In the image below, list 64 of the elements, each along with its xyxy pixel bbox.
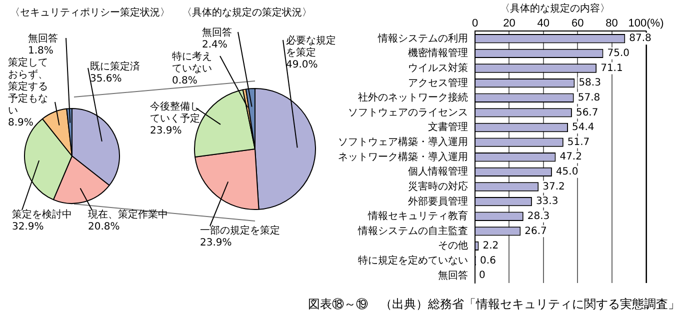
- data-label: 2.4%: [202, 40, 228, 51]
- x-tick-label: 0: [472, 18, 478, 30]
- y-tick-label: アクセス管理: [408, 78, 468, 89]
- data-label: 8.9%: [8, 118, 34, 129]
- chart-title: 〈具体的な規定の策定状況〉: [182, 6, 312, 19]
- data-label: 0.6: [480, 255, 496, 266]
- slice-label: 既に策定済: [90, 60, 140, 73]
- y-tick-label: その他: [438, 240, 468, 252]
- y-tick-label: 個人情報管理: [408, 166, 468, 178]
- data-label: 56.7: [576, 107, 598, 118]
- y-tick-label: 無回答: [438, 269, 468, 282]
- data-label: 71.1: [600, 62, 623, 74]
- y-tick-label: 機密情報管理: [408, 47, 468, 60]
- y-tick-label: 情報システムの自主監査: [357, 224, 468, 237]
- slice-label: 現在、策定作業中: [88, 208, 168, 221]
- slice-label: 無回答: [202, 26, 232, 39]
- x-tick-label: 80: [606, 18, 618, 30]
- data-label: 45.0: [556, 166, 578, 178]
- y-tick-label: 特に規定を定めていない: [358, 254, 468, 267]
- data-label: 49.0%: [286, 60, 318, 71]
- data-label: 33.3: [536, 196, 558, 208]
- x-tick-label: 40: [537, 18, 550, 30]
- y-tick-label: 情報システムの利用: [377, 32, 468, 44]
- y-tick-label: 文書管理: [428, 121, 468, 134]
- y-tick-label: 災害時の対応: [408, 180, 468, 192]
- x-tick-label: 60: [571, 18, 584, 30]
- y-tick-label: ウイルス対策: [408, 62, 468, 74]
- data-label: 20.8%: [88, 222, 120, 233]
- data-label: 54.4: [572, 122, 594, 134]
- data-label: 47.2: [560, 152, 582, 163]
- data-label: 51.7: [567, 136, 590, 148]
- data-label: 26.7: [524, 226, 547, 237]
- y-tick-label: ネットワーク構築・導入運用: [338, 150, 468, 163]
- data-label: 87.8: [629, 33, 652, 44]
- data-label: 0: [479, 270, 486, 282]
- data-label: 75.0: [607, 48, 630, 60]
- y-tick-label: ソフトウェア構築・導入運用: [338, 136, 468, 148]
- slice-label: 策定を検討中: [12, 208, 72, 221]
- chart-title: 〈具体的な規定の内容〉: [500, 2, 610, 15]
- data-label: 23.9%: [200, 238, 232, 249]
- y-tick-label: 社外のネットワーク接続: [358, 92, 468, 104]
- slice-label: 今後整備していく予定: [150, 100, 200, 125]
- data-label: 32.9%: [12, 222, 44, 233]
- y-tick-label: 情報セキュリティ教育: [367, 210, 468, 222]
- chart-title: 〈セキュリティポリシー策定状況〉: [10, 6, 170, 19]
- text: 図表⑱～⑲ （出典）総務省「情報セキュリティに関する実態調査」: [308, 297, 680, 311]
- data-label: 37.2: [542, 181, 565, 192]
- data-label: 2.2: [482, 240, 499, 252]
- y-tick-label: 外部要員管理: [408, 195, 468, 208]
- slice-label: 無回答: [28, 32, 58, 45]
- x-tick-label: 100(%): [628, 18, 664, 30]
- x-tick-label: 20: [503, 18, 516, 30]
- data-label: 58.3: [578, 78, 601, 89]
- slice-label: 特に考えていない: [172, 50, 212, 75]
- data-label: 28.3: [527, 210, 550, 222]
- data-label: 23.9%: [150, 126, 182, 137]
- slice-label: 策定しておらず、策定する予定もない: [8, 56, 48, 117]
- slice-label: 必要な規定を策定: [286, 34, 336, 59]
- y-tick-label: ソフトウェアのライセンス: [348, 107, 468, 118]
- data-label: 57.8: [578, 92, 600, 104]
- data-label: 0.8%: [172, 76, 198, 87]
- data-label: 1.8%: [28, 46, 54, 57]
- slice-label: 一部の規定を策定: [200, 224, 280, 237]
- data-label: 35.6%: [90, 74, 122, 85]
